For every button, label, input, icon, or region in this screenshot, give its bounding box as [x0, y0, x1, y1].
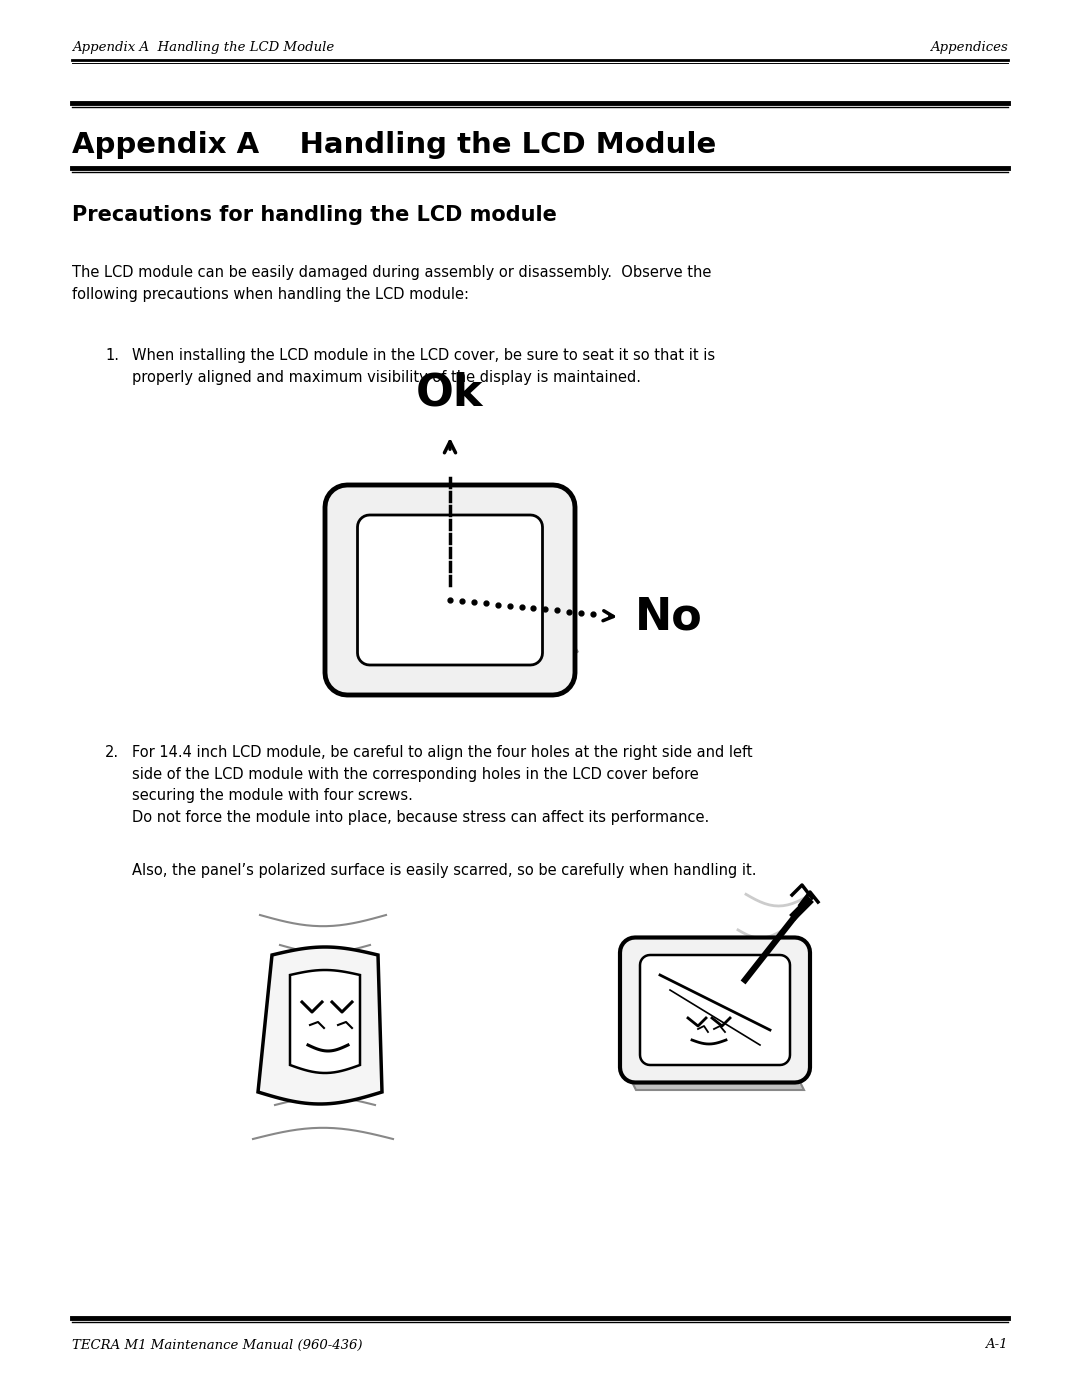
Text: TECRA M1 Maintenance Manual (960-436): TECRA M1 Maintenance Manual (960-436): [72, 1338, 363, 1351]
Text: Also, the panel’s polarized surface is easily scarred, so be carefully when hand: Also, the panel’s polarized surface is e…: [132, 863, 756, 877]
Polygon shape: [258, 947, 382, 1104]
Text: Appendices: Appendices: [930, 42, 1008, 54]
Text: A-1: A-1: [986, 1338, 1008, 1351]
Text: Precautions for handling the LCD module: Precautions for handling the LCD module: [72, 205, 557, 225]
Polygon shape: [291, 970, 360, 1073]
Polygon shape: [640, 956, 789, 1065]
Text: No: No: [635, 595, 703, 638]
Text: 1.: 1.: [105, 348, 119, 363]
Polygon shape: [620, 937, 810, 1083]
Text: Ok: Ok: [416, 372, 484, 415]
Polygon shape: [325, 485, 575, 694]
Text: Appendix A    Handling the LCD Module: Appendix A Handling the LCD Module: [72, 131, 716, 159]
Text: 2.: 2.: [105, 745, 119, 760]
Text: The LCD module can be easily damaged during assembly or disassembly.  Observe th: The LCD module can be easily damaged dur…: [72, 265, 712, 302]
Polygon shape: [330, 640, 578, 652]
Polygon shape: [357, 515, 542, 665]
Text: For 14.4 inch LCD module, be careful to align the four holes at the right side a: For 14.4 inch LCD module, be careful to …: [132, 745, 753, 824]
Text: When installing the LCD module in the LCD cover, be sure to seat it so that it i: When installing the LCD module in the LC…: [132, 348, 715, 384]
Polygon shape: [630, 1078, 804, 1090]
Text: Appendix A  Handling the LCD Module: Appendix A Handling the LCD Module: [72, 42, 334, 54]
